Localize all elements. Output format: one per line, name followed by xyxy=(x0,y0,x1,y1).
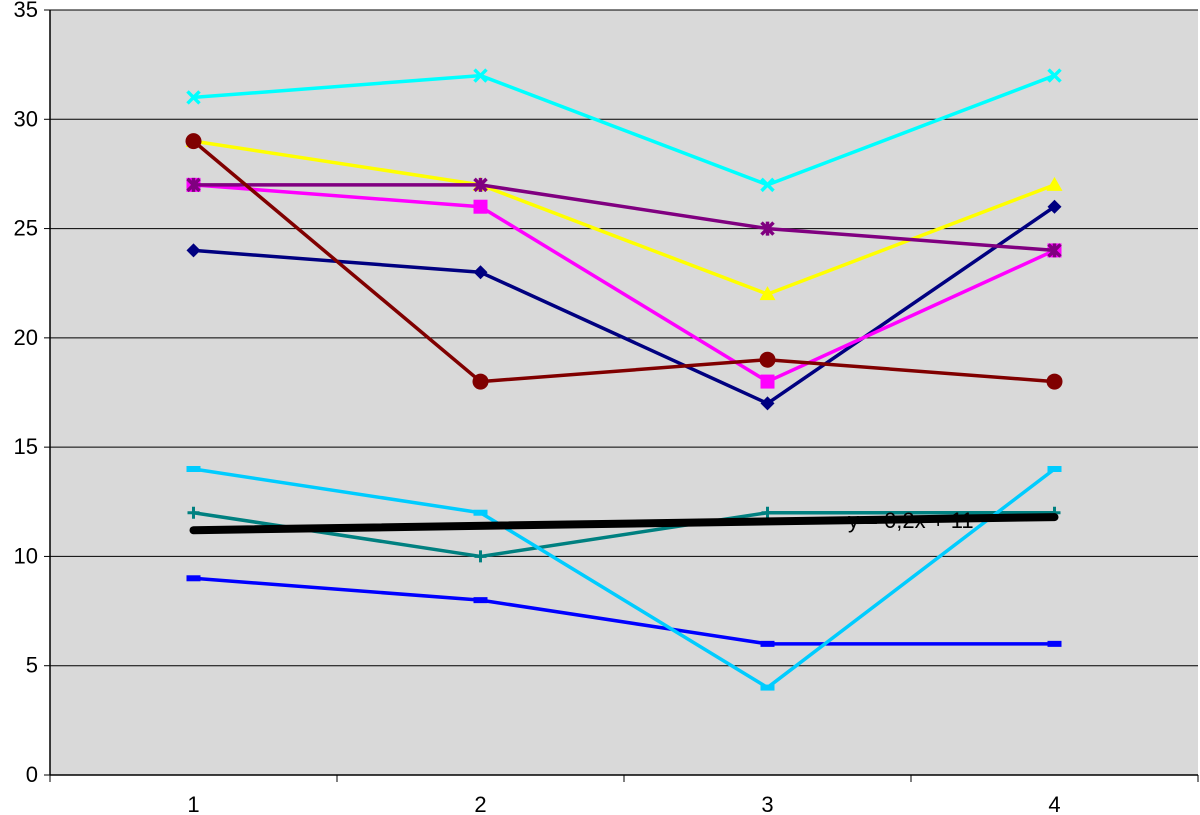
series-line xyxy=(193,510,1055,559)
data-point xyxy=(186,177,201,193)
series-line xyxy=(193,73,1056,187)
y-tick-label: 35 xyxy=(14,0,38,22)
y-tick-label: 25 xyxy=(14,216,38,241)
data-point xyxy=(1047,243,1062,258)
series-9 xyxy=(186,466,1062,691)
data-point xyxy=(759,351,776,368)
series-line xyxy=(193,183,1056,384)
data-point xyxy=(474,550,487,563)
data-point xyxy=(473,597,488,604)
x-tick-label: 1 xyxy=(187,792,199,815)
data-point xyxy=(759,286,776,301)
data-point xyxy=(187,506,200,519)
series-line xyxy=(193,467,1056,690)
y-tick-label: 10 xyxy=(14,543,38,568)
x-tick-label: 2 xyxy=(474,792,486,815)
series-4 xyxy=(186,68,1062,193)
trendline-equation: y = 0,2x + 11 xyxy=(848,508,974,533)
series-7 xyxy=(187,506,1061,563)
series-group xyxy=(185,68,1063,691)
data-point xyxy=(473,68,488,83)
data-point xyxy=(186,243,201,258)
x-tick-label: 3 xyxy=(761,792,773,815)
data-point xyxy=(186,575,201,582)
series-6 xyxy=(185,133,1063,390)
data-point xyxy=(473,177,488,193)
data-point xyxy=(473,265,488,280)
data-point xyxy=(760,177,775,193)
data-point xyxy=(473,509,488,516)
data-point xyxy=(761,506,774,519)
axes xyxy=(44,9,1199,782)
x-axis-ticks: 1 2 3 4 xyxy=(187,792,1060,815)
series-8 xyxy=(186,575,1062,647)
data-point xyxy=(760,640,775,647)
plot-area xyxy=(50,10,1198,775)
gridlines xyxy=(50,9,1198,667)
data-point xyxy=(472,373,489,390)
y-tick-label: 20 xyxy=(14,325,38,350)
data-point xyxy=(1047,466,1062,472)
series-line xyxy=(193,576,1055,646)
data-point xyxy=(186,466,201,472)
data-point xyxy=(185,133,202,150)
data-point xyxy=(760,396,775,411)
series-line xyxy=(192,139,1055,384)
x-tick-label: 4 xyxy=(1048,792,1060,815)
data-point xyxy=(186,90,201,105)
y-tick-label: 0 xyxy=(26,762,38,787)
trendline xyxy=(189,513,1059,535)
data-point xyxy=(760,221,775,236)
y-tick-label: 30 xyxy=(14,106,38,131)
data-point xyxy=(1046,176,1063,191)
y-axis-ticks: 0 5 10 15 20 25 30 35 xyxy=(14,0,38,787)
y-tick-label: 5 xyxy=(26,653,38,678)
series-5 xyxy=(186,177,1062,258)
y-tick-label: 15 xyxy=(14,434,38,459)
data-point xyxy=(1047,199,1062,214)
data-point xyxy=(1047,68,1062,83)
data-point xyxy=(1047,640,1062,647)
data-point xyxy=(1046,373,1063,390)
series-line xyxy=(193,183,1055,253)
data-point xyxy=(760,684,775,691)
data-point xyxy=(473,199,488,214)
trendline-group: y = 0,2x + 11 xyxy=(189,508,1059,535)
data-point xyxy=(760,374,775,389)
